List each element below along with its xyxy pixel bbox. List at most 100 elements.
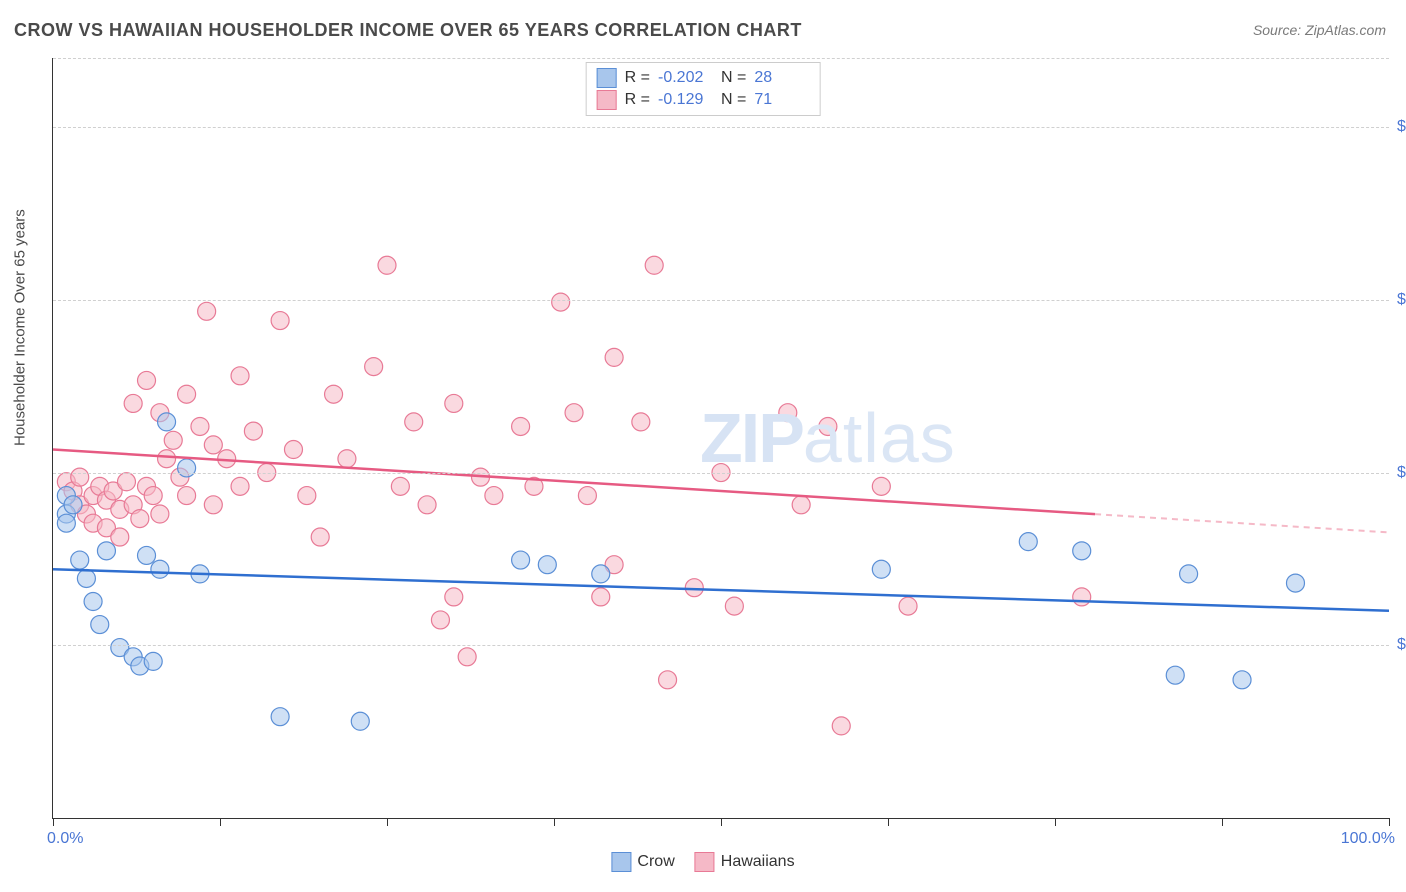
x-axis-max-label: 100.0% — [1341, 830, 1395, 848]
data-point — [158, 413, 176, 431]
data-point — [592, 588, 610, 606]
data-point — [91, 616, 109, 634]
data-point — [138, 546, 156, 564]
x-tick — [721, 818, 722, 826]
data-point — [378, 256, 396, 274]
data-point — [97, 542, 115, 560]
y-tick-label: $75,000 — [1397, 464, 1406, 482]
data-point — [592, 565, 610, 583]
data-point — [338, 450, 356, 468]
data-point — [512, 417, 530, 435]
legend-swatch-crow — [597, 68, 617, 88]
stats-row-hawaiians: R = -0.129 N = 71 — [597, 89, 810, 111]
data-point — [872, 560, 890, 578]
data-point — [284, 441, 302, 459]
data-point — [431, 611, 449, 629]
data-point — [458, 648, 476, 666]
legend-swatch-hawaiians — [597, 90, 617, 110]
data-point — [64, 496, 82, 514]
plot-area: ZIPatlas 0.0% 100.0% $37,500$75,000$112,… — [52, 58, 1389, 819]
x-tick — [554, 818, 555, 826]
data-point — [231, 367, 249, 385]
data-point — [124, 394, 142, 412]
data-point — [485, 487, 503, 505]
n-value-hawaiians: 71 — [754, 91, 809, 109]
data-point — [204, 436, 222, 454]
data-point — [131, 510, 149, 528]
data-point — [271, 708, 289, 726]
bottom-legend: Crow Hawaiians — [611, 852, 794, 872]
data-point — [57, 514, 75, 532]
data-point — [117, 473, 135, 491]
data-point — [111, 528, 129, 546]
data-point — [271, 312, 289, 330]
data-point — [792, 496, 810, 514]
x-tick — [1055, 818, 1056, 826]
y-tick-label: $112,500 — [1397, 291, 1406, 309]
data-point — [1073, 542, 1091, 560]
data-point — [164, 431, 182, 449]
data-point — [151, 560, 169, 578]
data-point — [685, 579, 703, 597]
data-point — [538, 556, 556, 574]
r-label: R = — [625, 91, 650, 109]
x-tick — [1222, 818, 1223, 826]
data-point — [1286, 574, 1304, 592]
gridline — [53, 58, 1389, 59]
data-point — [311, 528, 329, 546]
data-point — [151, 505, 169, 523]
stats-row-crow: R = -0.202 N = 28 — [597, 67, 810, 89]
data-point — [84, 593, 102, 611]
data-point — [779, 404, 797, 422]
data-point — [832, 717, 850, 735]
x-tick — [53, 818, 54, 826]
data-point — [298, 487, 316, 505]
data-point — [659, 671, 677, 689]
gridline — [53, 473, 1389, 474]
data-point — [1073, 588, 1091, 606]
data-point — [552, 293, 570, 311]
data-point — [231, 477, 249, 495]
data-point — [445, 588, 463, 606]
y-tick-label: $150,000 — [1397, 118, 1406, 136]
data-point — [645, 256, 663, 274]
data-point — [144, 487, 162, 505]
source-attribution: Source: ZipAtlas.com — [1253, 22, 1386, 38]
gridline — [53, 127, 1389, 128]
data-point — [325, 385, 343, 403]
data-point — [391, 477, 409, 495]
legend-item-crow: Crow — [611, 852, 674, 872]
trend-line-extrapolated — [1095, 514, 1389, 532]
data-point — [71, 551, 89, 569]
data-point — [578, 487, 596, 505]
data-point — [158, 450, 176, 468]
gridline — [53, 300, 1389, 301]
legend-item-hawaiians: Hawaiians — [695, 852, 795, 872]
data-point — [1233, 671, 1251, 689]
data-point — [71, 468, 89, 486]
legend-swatch-hawaiians — [695, 852, 715, 872]
data-point — [418, 496, 436, 514]
data-point — [605, 348, 623, 366]
data-point — [872, 477, 890, 495]
legend-label-crow: Crow — [637, 853, 674, 871]
data-point — [405, 413, 423, 431]
y-tick-label: $37,500 — [1397, 636, 1406, 654]
data-point — [198, 302, 216, 320]
chart-title: CROW VS HAWAIIAN HOUSEHOLDER INCOME OVER… — [14, 20, 802, 41]
data-point — [819, 417, 837, 435]
legend-label-hawaiians: Hawaiians — [721, 853, 795, 871]
data-point — [725, 597, 743, 615]
data-point — [144, 652, 162, 670]
scatter-svg — [53, 58, 1389, 818]
n-label: N = — [721, 91, 746, 109]
data-point — [512, 551, 530, 569]
x-tick — [888, 818, 889, 826]
data-point — [178, 385, 196, 403]
stats-legend: R = -0.202 N = 28 R = -0.129 N = 71 — [586, 62, 821, 116]
data-point — [1180, 565, 1198, 583]
data-point — [351, 712, 369, 730]
data-point — [365, 358, 383, 376]
y-axis-title: Householder Income Over 65 years — [12, 209, 29, 446]
r-value-hawaiians: -0.129 — [658, 91, 713, 109]
